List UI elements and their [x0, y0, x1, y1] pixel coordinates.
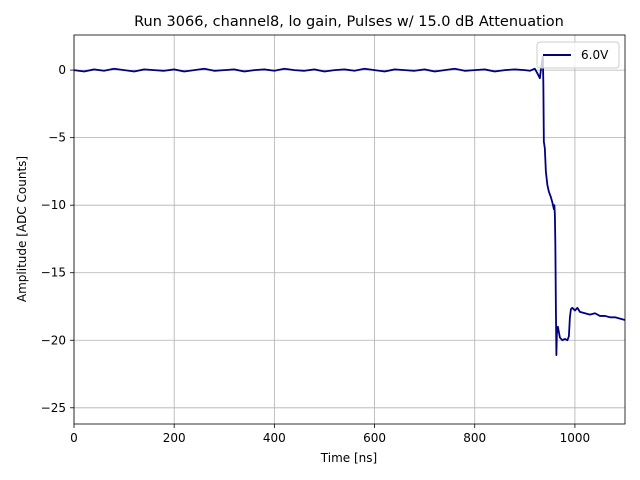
- y-tick-label: 0: [58, 63, 66, 77]
- y-tick-label: −20: [41, 333, 66, 347]
- x-tick-label: 600: [363, 431, 386, 445]
- plot-frame: [73, 34, 626, 425]
- x-axis-label: Time [ns]: [320, 451, 377, 465]
- series-layer: [73, 55, 626, 357]
- y-tick-label: −25: [41, 401, 66, 415]
- y-axis-ticks: 0 −5 −10 −15 −20 −25: [41, 63, 74, 415]
- plot-background: [74, 35, 625, 424]
- y-tick-label: −15: [41, 266, 66, 280]
- x-tick-label: 800: [463, 431, 486, 445]
- x-tick-label: 1000: [560, 431, 591, 445]
- grid-lines: [73, 35, 625, 424]
- chart-title: Run 3066, channel8, lo gain, Pulses w/ 1…: [134, 14, 564, 30]
- y-axis-label: Amplitude [ADC Counts]: [15, 156, 29, 302]
- x-tick-label: 200: [163, 431, 186, 445]
- x-tick-label: 400: [263, 431, 286, 445]
- legend: 6.0V: [536, 41, 620, 69]
- x-axis-ticks: 0 200 400 600 800 1000: [70, 424, 590, 445]
- x-tick-label: 0: [70, 431, 78, 445]
- legend-box: [536, 41, 620, 69]
- plot-area: [73, 34, 626, 425]
- y-tick-label: −10: [41, 198, 66, 212]
- legend-label-6v: 6.0V: [581, 48, 609, 62]
- y-tick-label: −5: [48, 131, 66, 145]
- series-line-6v: [73, 55, 626, 357]
